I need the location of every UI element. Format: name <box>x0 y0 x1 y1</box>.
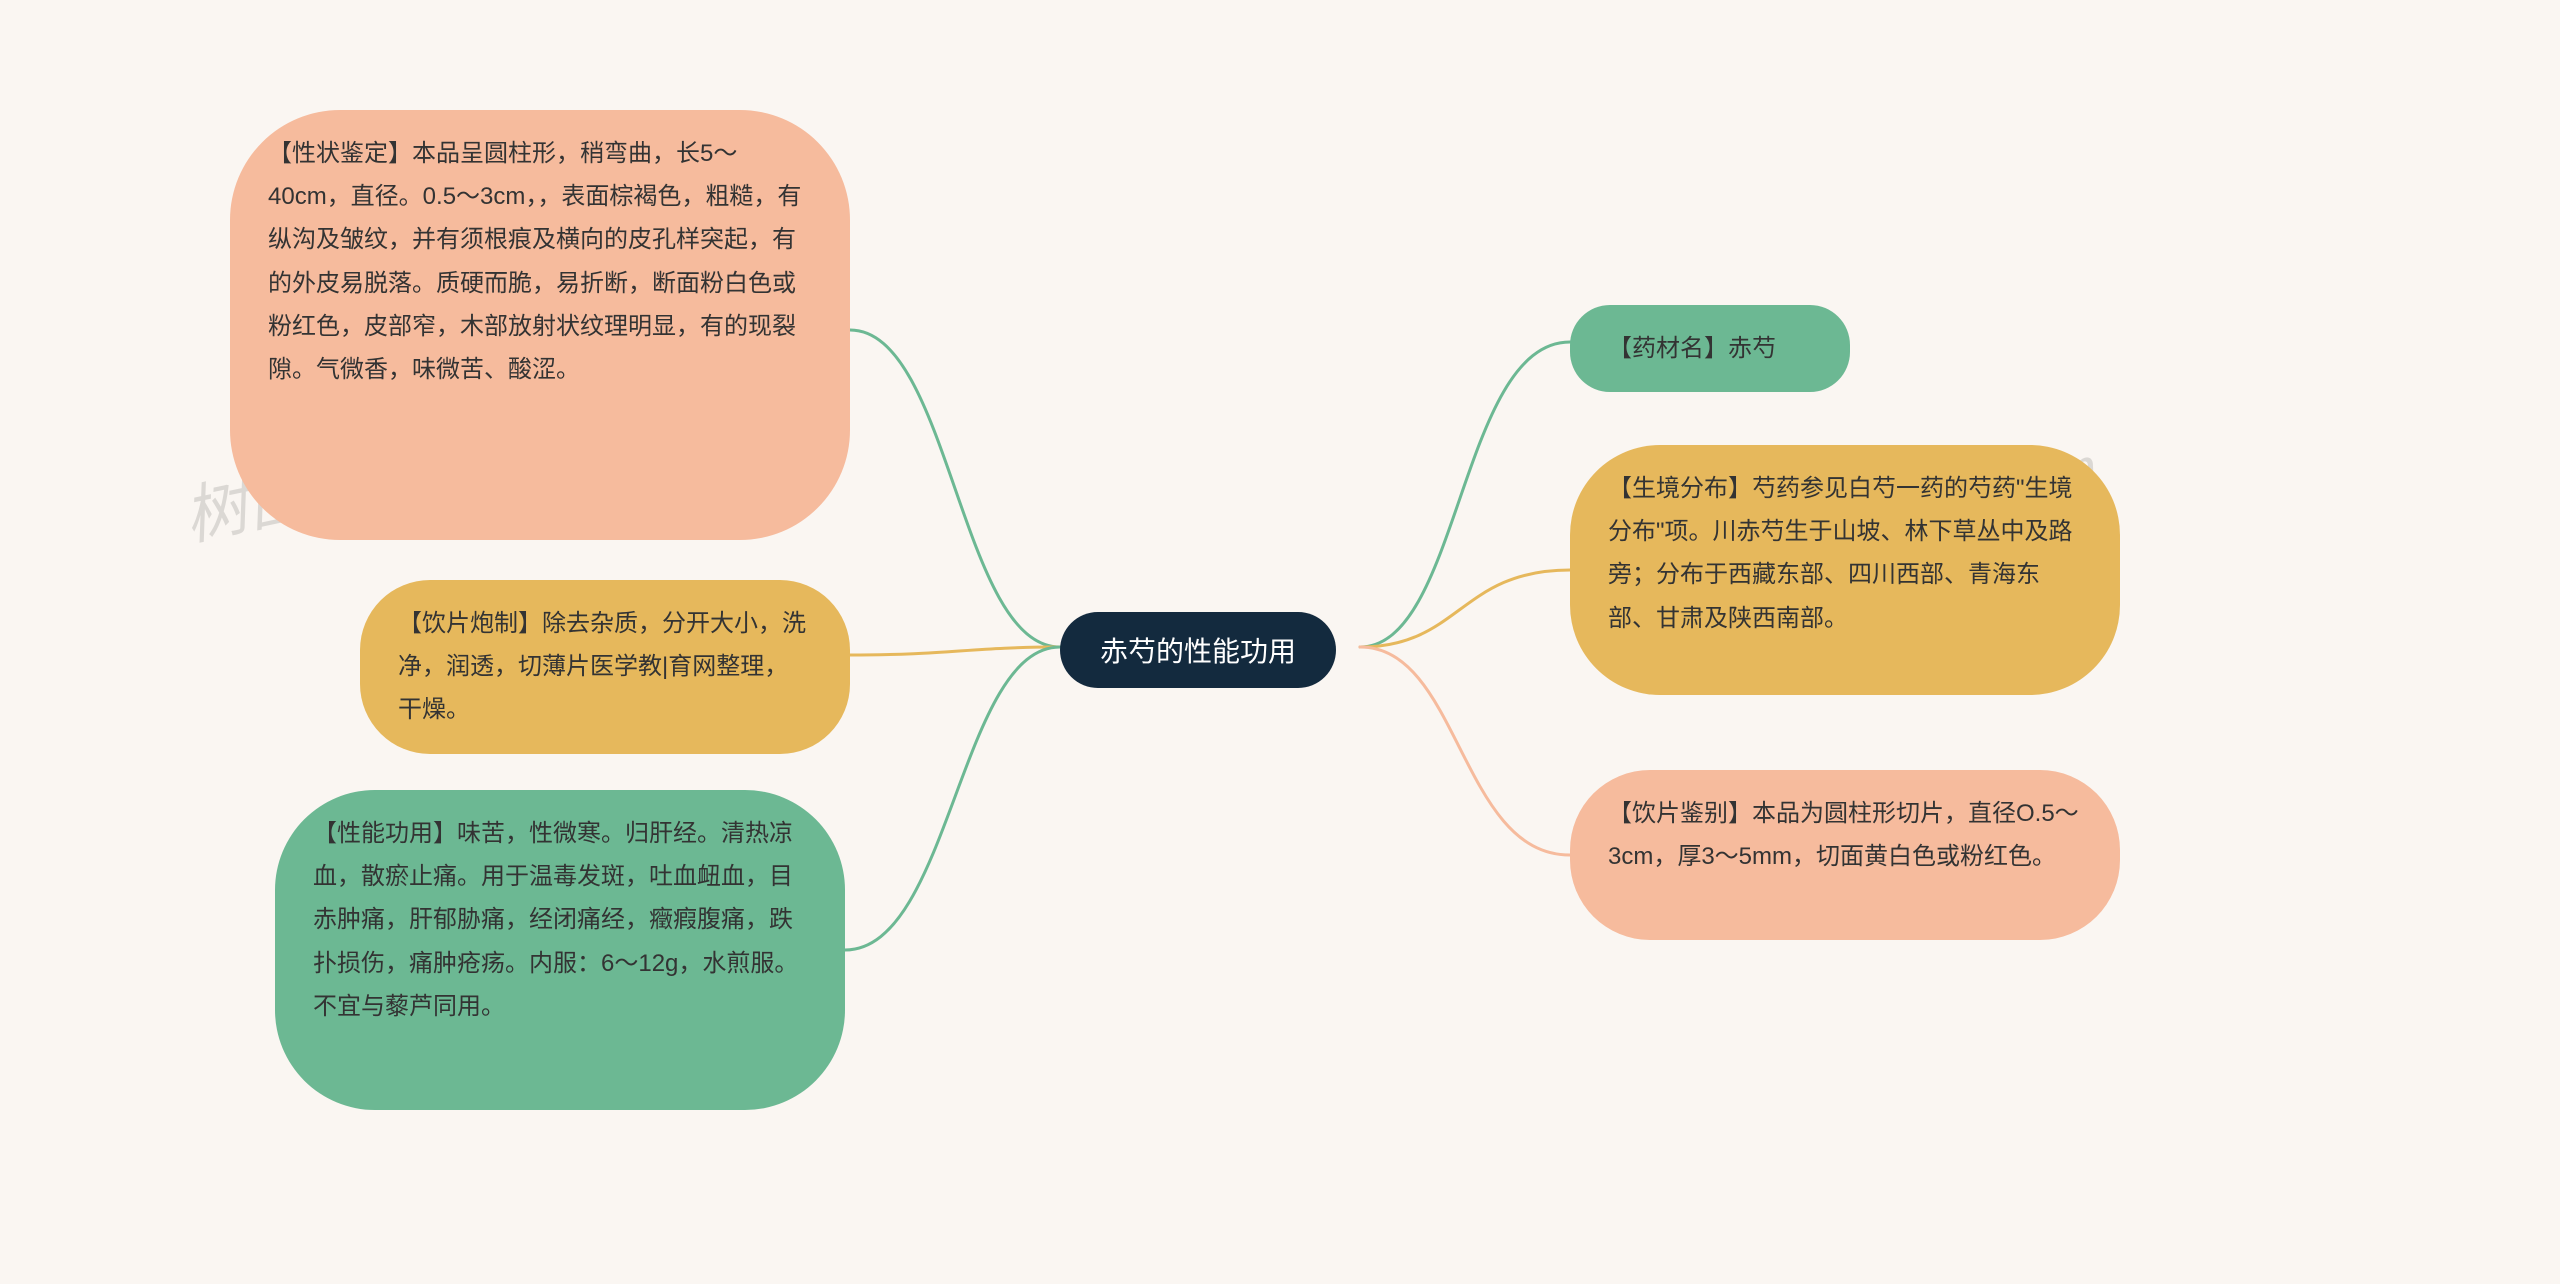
node-function-usage[interactable]: 【性能功用】味苦，性微寒。归肝经。清热凉血，散瘀止痛。用于温毒发斑，吐血衄血，目… <box>275 790 845 1110</box>
node-slice-identification[interactable]: 【饮片鉴别】本品为圆柱形切片，直径O.5～3cm，厚3～5mm，切面黄白色或粉红… <box>1570 770 2120 940</box>
mindmap-canvas: 树图 shutu.cn 树图 shutu.cn 赤芍的性能功用 【性状鉴定】本品… <box>0 0 2560 1284</box>
center-node[interactable]: 赤芍的性能功用 <box>1060 612 1336 688</box>
node-processing[interactable]: 【饮片炮制】除去杂质，分开大小，洗净，润透，切薄片医学教|育网整理，干燥。 <box>360 580 850 754</box>
node-herb-name[interactable]: 【药材名】赤芍 <box>1570 305 1850 392</box>
node-habitat-distribution[interactable]: 【生境分布】芍药参见白芍一药的芍药"生境分布"项。川赤芍生于山坡、林下草丛中及路… <box>1570 445 2120 695</box>
node-character-identification[interactable]: 【性状鉴定】本品呈圆柱形，稍弯曲，长5～40cm，直径。0.5～3cm，，表面棕… <box>230 110 850 540</box>
